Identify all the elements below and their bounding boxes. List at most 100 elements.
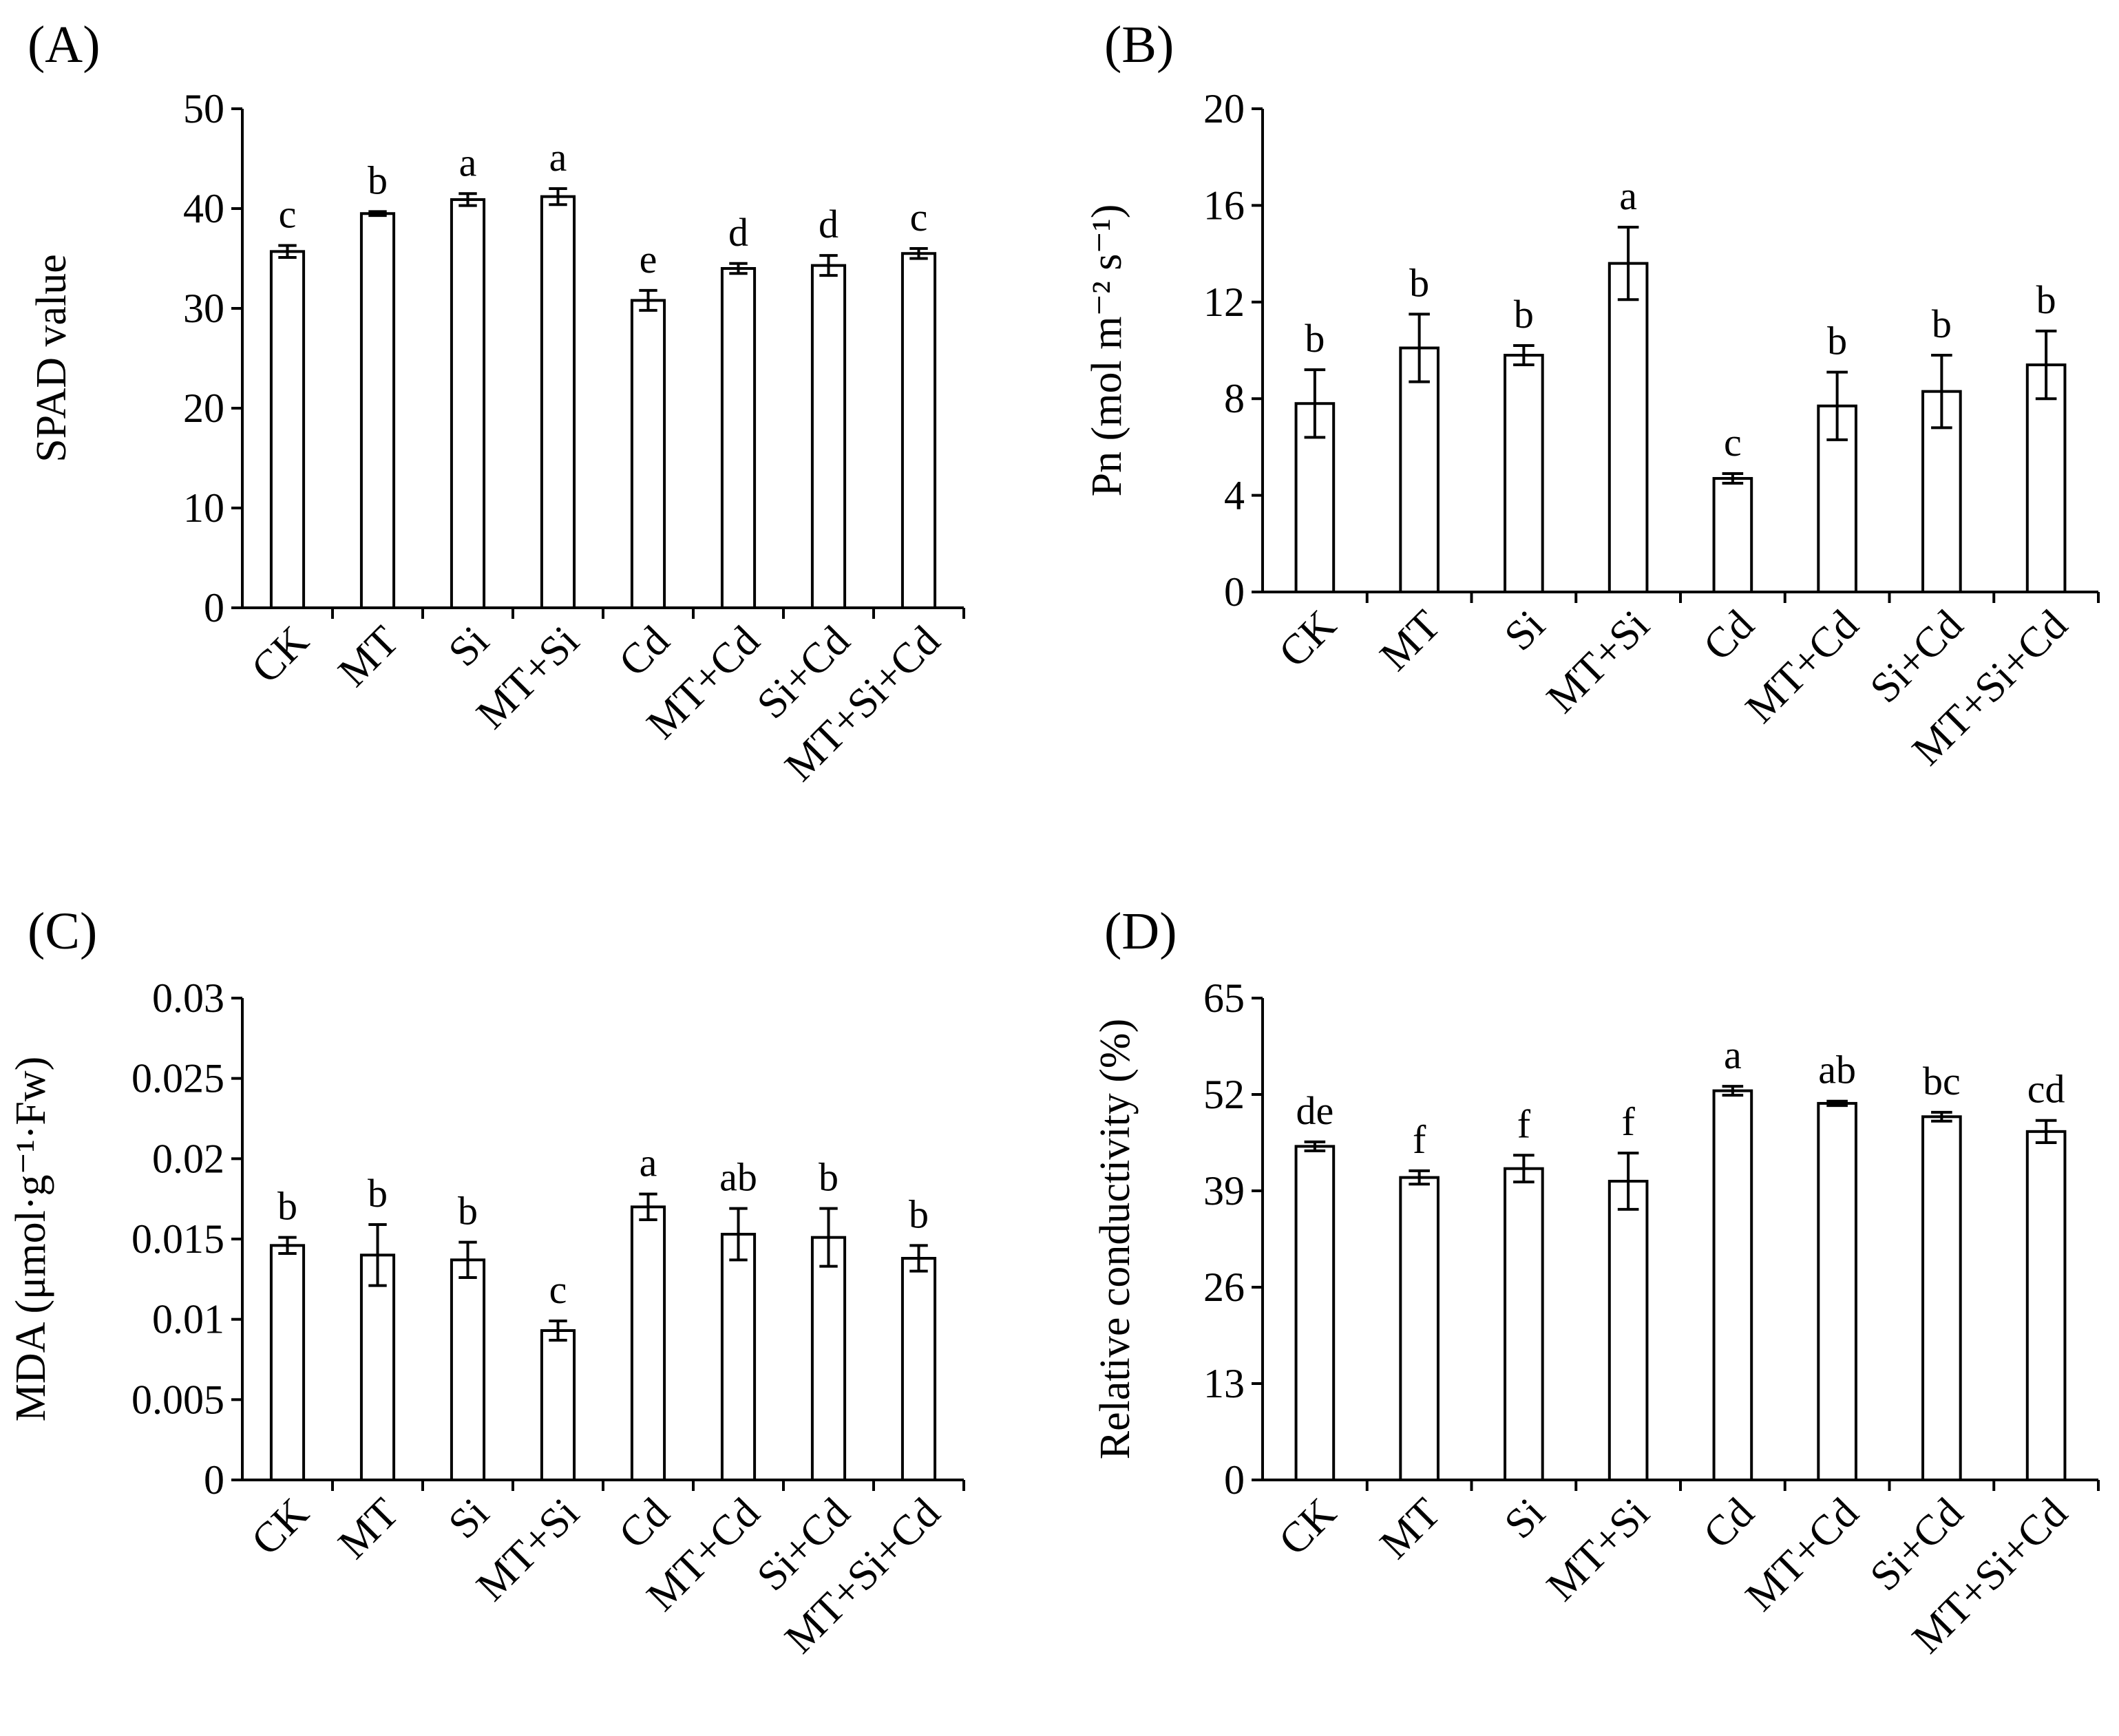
significance-letter: bc xyxy=(1923,1059,1961,1103)
significance-letter: b xyxy=(1305,316,1325,361)
significance-letter: f xyxy=(1621,1099,1635,1144)
category-label: MT xyxy=(330,617,408,696)
y-tick-label: 13 xyxy=(1203,1361,1245,1406)
y-tick-label: 10 xyxy=(183,485,224,531)
bar xyxy=(1817,1101,1857,1481)
significance-letter: de xyxy=(1296,1088,1334,1133)
significance-letter: a xyxy=(1724,1033,1742,1077)
category-label: MT+Si xyxy=(467,617,588,738)
bar xyxy=(1921,1115,1962,1482)
significance-letter: ab xyxy=(1818,1048,1856,1092)
bar xyxy=(1607,262,1649,593)
y-tick-label: 0.02 xyxy=(152,1136,224,1181)
bar xyxy=(810,1236,847,1481)
y-tick-label: 65 xyxy=(1203,975,1245,1021)
panel-label: (C) xyxy=(28,902,97,960)
category-label: MT xyxy=(1371,602,1450,680)
significance-letter: a xyxy=(459,140,477,184)
bar xyxy=(1712,1089,1753,1481)
significance-letter: b xyxy=(2036,277,2056,322)
category-label: Cd xyxy=(1695,602,1763,670)
y-tick-label: 4 xyxy=(1224,473,1245,518)
category-label: Cd xyxy=(1695,1490,1763,1558)
y-tick-label: 0.01 xyxy=(152,1297,224,1342)
y-tick-label: 0.015 xyxy=(131,1216,224,1262)
category-label: Cd xyxy=(610,617,678,686)
y-tick-label: 0.03 xyxy=(152,975,224,1021)
y-tick-label: 50 xyxy=(183,86,224,131)
panel-label: (D) xyxy=(1104,902,1177,960)
category-label: Cd xyxy=(610,1490,678,1558)
bar xyxy=(1399,1176,1440,1481)
panel-label: (B) xyxy=(1104,16,1174,74)
bar xyxy=(450,198,486,609)
significance-letter: c xyxy=(549,1267,567,1312)
bar xyxy=(1504,354,1544,594)
y-tick-label: 0 xyxy=(1224,1457,1245,1503)
y-tick-label: 40 xyxy=(183,186,224,231)
significance-letter: f xyxy=(1413,1117,1426,1162)
category-label: MT+Cd xyxy=(1737,602,1868,732)
significance-letter: d xyxy=(728,210,748,255)
y-tick-label: 0 xyxy=(204,585,224,631)
bar xyxy=(1712,477,1753,594)
panel-b: (B) 0 4 8 12 16 20 Pn (mol m⁻² s⁻¹) b CK b MT b Si a MT… xyxy=(1084,16,2100,774)
y-tick-label: 8 xyxy=(1224,376,1245,421)
significance-letter: b xyxy=(277,1184,297,1229)
significance-letter: d xyxy=(819,202,839,246)
significance-letter: c xyxy=(279,192,297,237)
significance-letter: b xyxy=(368,1171,388,1216)
significance-letter: c xyxy=(1724,420,1742,465)
y-axis-title: Relative conductivity (%) xyxy=(1092,1019,1139,1459)
significance-letter: a xyxy=(640,1141,657,1185)
significance-letter: cd xyxy=(2027,1067,2065,1112)
y-tick-label: 52 xyxy=(1203,1072,1245,1117)
bar xyxy=(1294,1145,1336,1482)
bar xyxy=(720,267,757,609)
significance-letter: b xyxy=(1827,319,1847,363)
bar xyxy=(359,212,396,609)
y-tick-label: 30 xyxy=(183,286,224,331)
significance-letter: b xyxy=(368,158,388,202)
category-label: CK xyxy=(242,617,317,692)
significance-letter: a xyxy=(549,135,567,180)
y-tick-label: 0.025 xyxy=(131,1056,224,1101)
category-label: MT+Si xyxy=(1538,602,1658,722)
significance-letter: b xyxy=(1514,292,1534,337)
bar xyxy=(630,299,666,609)
bar xyxy=(630,1205,666,1482)
significance-letter: b xyxy=(1932,301,1952,346)
significance-letter: b xyxy=(458,1189,478,1234)
y-axis-title: SPAD value xyxy=(28,254,75,463)
significance-letter: ab xyxy=(719,1155,757,1200)
panel-label: (A) xyxy=(28,16,101,74)
y-axis-title: Pn (mol m⁻² s⁻¹) xyxy=(1084,204,1130,497)
bar xyxy=(1399,346,1440,593)
y-tick-label: 39 xyxy=(1203,1168,1245,1214)
y-tick-label: 0 xyxy=(204,1457,224,1503)
significance-letter: c xyxy=(910,195,928,240)
y-axis-title: MDA (μmol·g⁻¹·Fw) xyxy=(8,1057,54,1422)
bar xyxy=(450,1258,486,1482)
category-label: Si xyxy=(1496,1490,1554,1548)
panel-d: (D) 0 13 26 39 52 65 Relative conductivity (%) d… xyxy=(1092,902,2100,1662)
y-tick-label: 20 xyxy=(1203,86,1245,131)
significance-letter: b xyxy=(1409,260,1429,305)
y-tick-label: 20 xyxy=(183,385,224,431)
bar xyxy=(269,1244,306,1482)
category-label: Si xyxy=(1496,602,1554,660)
significance-letter: a xyxy=(1619,173,1637,218)
y-tick-label: 16 xyxy=(1203,182,1245,228)
y-tick-label: 26 xyxy=(1203,1264,1245,1310)
category-label: CK xyxy=(1270,1490,1345,1565)
bar xyxy=(540,195,576,610)
bar xyxy=(269,250,306,610)
panel-c: (C) 0 0.005 0.01 0.015 0.02 0.025 0.03 MDA (μmol… xyxy=(8,902,965,1662)
category-label: MT+Cd xyxy=(1737,1490,1868,1620)
bar xyxy=(1607,1180,1649,1481)
category-label: Si xyxy=(440,617,498,676)
significance-letter: e xyxy=(640,237,657,282)
bar xyxy=(359,1253,396,1482)
significance-letter: b xyxy=(819,1155,839,1200)
